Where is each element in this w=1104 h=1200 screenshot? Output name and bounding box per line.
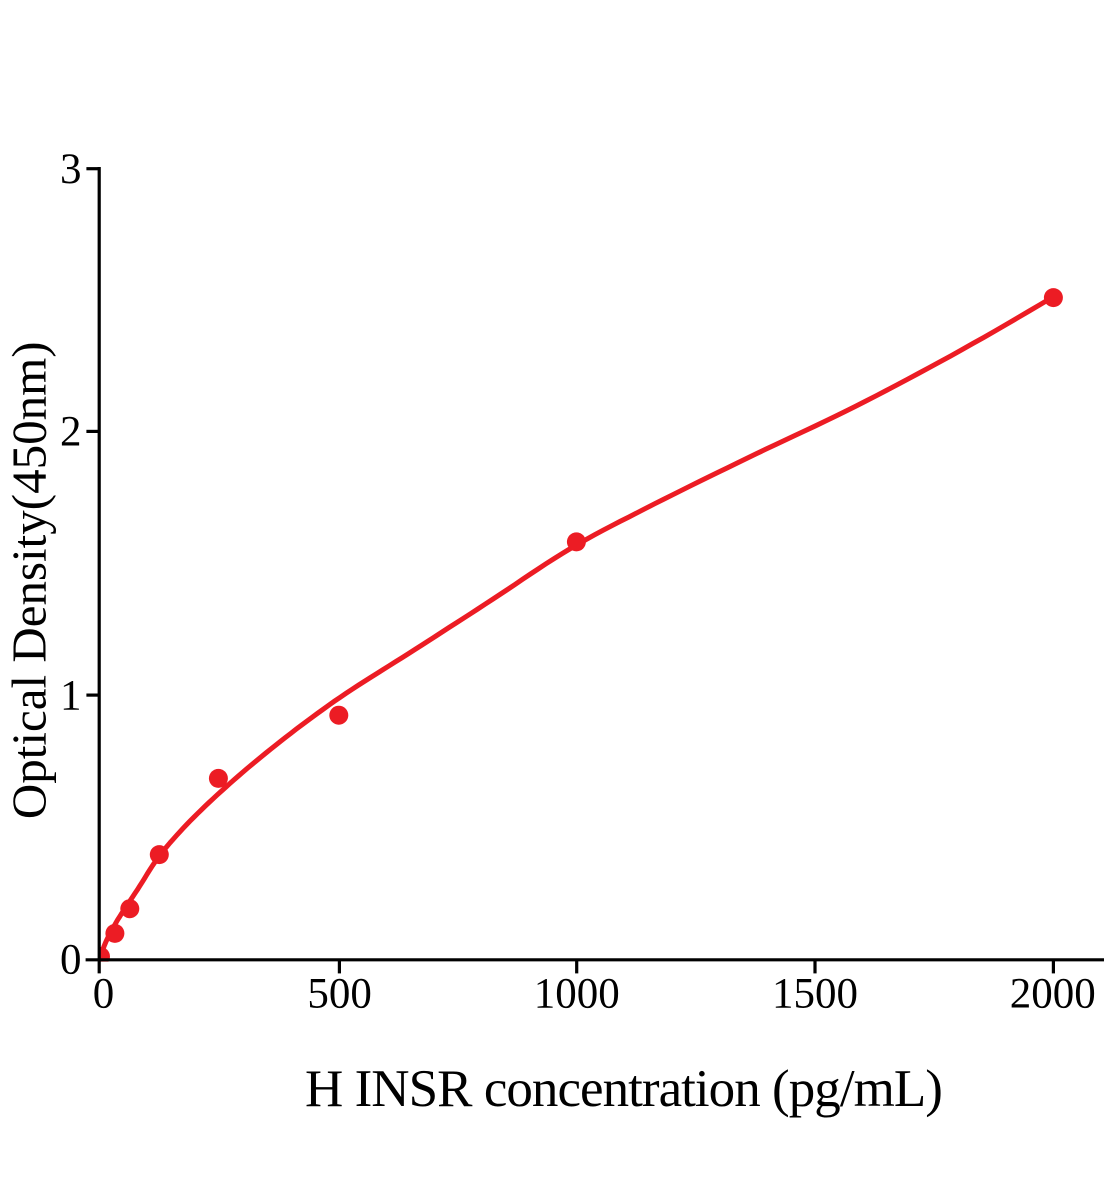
svg-text:3: 3 xyxy=(60,146,82,193)
svg-text:0: 0 xyxy=(93,971,115,1018)
svg-text:1000: 1000 xyxy=(534,971,620,1018)
svg-text:1: 1 xyxy=(60,672,82,719)
svg-text:Optical Density(450nm): Optical Density(450nm) xyxy=(2,341,57,819)
svg-text:0: 0 xyxy=(60,937,82,984)
svg-text:500: 500 xyxy=(307,971,372,1018)
svg-text:1500: 1500 xyxy=(772,971,858,1018)
svg-text:2000: 2000 xyxy=(1010,971,1096,1018)
svg-text:2: 2 xyxy=(60,409,82,456)
svg-text:H INSR concentration (pg/mL): H INSR concentration (pg/mL) xyxy=(305,1060,942,1118)
